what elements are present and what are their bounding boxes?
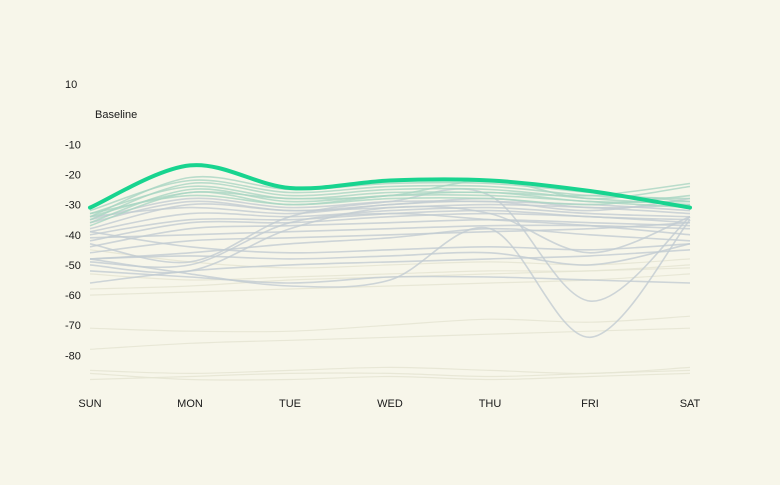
background-series-line-23 [89, 270, 691, 284]
background-series-line-26 [89, 230, 691, 254]
y-axis-tick-labels: 10 -10 -20 -30 -40 -50 -60 -70 -80 [65, 79, 81, 362]
x-tick-label: SUN [78, 398, 101, 410]
y-tick-label: -50 [65, 260, 81, 272]
x-axis-tick-labels: SUN MON TUE WED THU FRI SAT [78, 398, 700, 410]
y-tick-label: -70 [65, 320, 81, 332]
background-series-line-21 [89, 188, 691, 302]
background-series-group [89, 175, 691, 381]
background-series-line-31 [89, 315, 691, 333]
background-series-line-11 [89, 197, 691, 218]
background-series-line-7 [89, 191, 691, 227]
x-tick-label: FRI [581, 398, 599, 410]
background-series-line-17 [89, 221, 691, 254]
y-tick-label: 10 [65, 79, 77, 91]
y-tick-label: -80 [65, 350, 81, 362]
background-series-line-12 [89, 206, 691, 233]
background-series-line-22 [89, 243, 691, 266]
x-tick-label: TUE [279, 398, 301, 410]
background-series-line-18 [89, 227, 691, 260]
x-tick-label: SAT [680, 398, 701, 410]
highlight-series-group [88, 163, 692, 210]
x-tick-label: THU [479, 398, 502, 410]
background-series-line-15 [89, 218, 691, 248]
x-tick-label: WED [377, 398, 403, 410]
y-tick-label: -40 [65, 230, 81, 242]
background-series-line-25 [89, 219, 691, 339]
background-series-line-14 [89, 212, 691, 242]
background-series-line-24 [89, 249, 691, 284]
background-series-line-19 [89, 212, 691, 269]
y-tick-label: -20 [65, 169, 81, 181]
y-tick-label: -30 [65, 200, 81, 212]
baseline-annotation: Baseline [95, 109, 137, 121]
background-series-line-34 [89, 369, 691, 381]
background-series-line-3 [89, 182, 691, 215]
y-tick-label: -10 [65, 139, 81, 151]
background-series-line-35 [89, 372, 691, 381]
background-series-line-32 [89, 327, 691, 350]
background-series-line-6 [89, 194, 691, 215]
highlight-series-line [88, 163, 692, 210]
y-tick-label: -60 [65, 290, 81, 302]
x-tick-label: MON [177, 398, 203, 410]
